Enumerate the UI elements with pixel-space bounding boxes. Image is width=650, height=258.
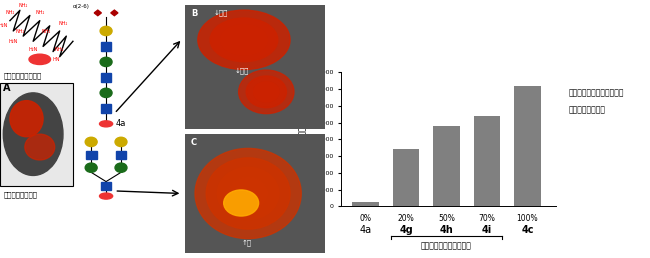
Text: ↓膀胱: ↓膀胱 xyxy=(234,67,248,74)
Ellipse shape xyxy=(99,193,112,199)
Text: 50%: 50% xyxy=(438,214,455,223)
Ellipse shape xyxy=(229,177,268,210)
Text: 蛍光標識アルブミン: 蛍光標識アルブミン xyxy=(3,72,42,79)
Ellipse shape xyxy=(246,76,287,108)
Text: 4c: 4c xyxy=(521,225,534,235)
Text: H₂N: H₂N xyxy=(29,47,38,52)
Text: 4g: 4g xyxy=(399,225,413,235)
Text: 4a: 4a xyxy=(359,225,372,235)
Text: 0%: 0% xyxy=(359,214,372,223)
Text: D: D xyxy=(298,32,309,45)
Text: NH₂: NH₂ xyxy=(42,29,51,34)
Ellipse shape xyxy=(254,82,279,102)
Text: NH₂: NH₂ xyxy=(5,11,15,15)
Circle shape xyxy=(100,57,112,67)
Text: H₂N: H₂N xyxy=(8,39,18,44)
Ellipse shape xyxy=(217,167,279,220)
Bar xyxy=(434,126,460,206)
Bar xyxy=(101,182,111,190)
Text: H₂N: H₂N xyxy=(0,23,8,28)
Text: 100%: 100% xyxy=(517,214,538,223)
Bar xyxy=(116,151,126,159)
Polygon shape xyxy=(94,10,101,16)
Ellipse shape xyxy=(195,148,301,239)
Ellipse shape xyxy=(198,10,290,70)
Bar xyxy=(101,104,111,112)
Ellipse shape xyxy=(224,190,259,216)
Circle shape xyxy=(115,137,127,147)
Text: 4c: 4c xyxy=(116,163,126,172)
Text: HN: HN xyxy=(53,57,60,62)
Text: NH₂: NH₂ xyxy=(35,11,44,15)
Bar xyxy=(474,116,500,206)
Ellipse shape xyxy=(29,54,51,64)
Circle shape xyxy=(85,163,97,172)
Ellipse shape xyxy=(210,18,278,62)
Bar xyxy=(393,149,419,206)
Circle shape xyxy=(100,88,112,98)
Circle shape xyxy=(115,163,127,172)
Y-axis label: 腸への排出量: 腸への排出量 xyxy=(298,125,307,153)
Ellipse shape xyxy=(10,101,43,137)
Ellipse shape xyxy=(25,134,55,160)
Bar xyxy=(101,42,111,51)
Text: ガラクトースを末端に持つ: ガラクトースを末端に持つ xyxy=(569,88,624,97)
Text: 4a: 4a xyxy=(116,119,126,128)
Ellipse shape xyxy=(99,121,112,127)
Ellipse shape xyxy=(206,158,290,229)
Text: 4h: 4h xyxy=(439,225,453,235)
Text: 不均一な糖鎖クラスター: 不均一な糖鎖クラスター xyxy=(421,241,472,250)
Text: 20%: 20% xyxy=(398,214,415,223)
Text: 糖鎖クラスター化: 糖鎖クラスター化 xyxy=(3,191,37,198)
Ellipse shape xyxy=(239,70,294,114)
Text: NH₂: NH₂ xyxy=(55,47,64,52)
FancyBboxPatch shape xyxy=(0,83,73,186)
Bar xyxy=(514,86,541,206)
Text: ↓肝臓: ↓肝臓 xyxy=(213,9,228,15)
Text: α(2-6): α(2-6) xyxy=(73,4,90,9)
Text: 糖鎖の割合（％）: 糖鎖の割合（％） xyxy=(569,105,606,114)
Text: C: C xyxy=(191,138,197,147)
Text: 70%: 70% xyxy=(478,214,495,223)
Circle shape xyxy=(100,26,112,36)
Bar xyxy=(352,202,379,206)
Text: ↑腸: ↑腸 xyxy=(241,239,252,246)
Text: NH₂: NH₂ xyxy=(58,21,68,26)
Text: NH₂: NH₂ xyxy=(18,3,28,8)
Polygon shape xyxy=(111,10,118,16)
Text: 4i: 4i xyxy=(482,225,492,235)
Text: NH₂: NH₂ xyxy=(15,29,25,34)
Text: A: A xyxy=(3,83,11,93)
Circle shape xyxy=(85,137,97,147)
Ellipse shape xyxy=(221,25,267,55)
Ellipse shape xyxy=(3,93,63,175)
Bar xyxy=(101,73,111,82)
Text: B: B xyxy=(191,9,197,18)
Bar xyxy=(86,151,97,159)
